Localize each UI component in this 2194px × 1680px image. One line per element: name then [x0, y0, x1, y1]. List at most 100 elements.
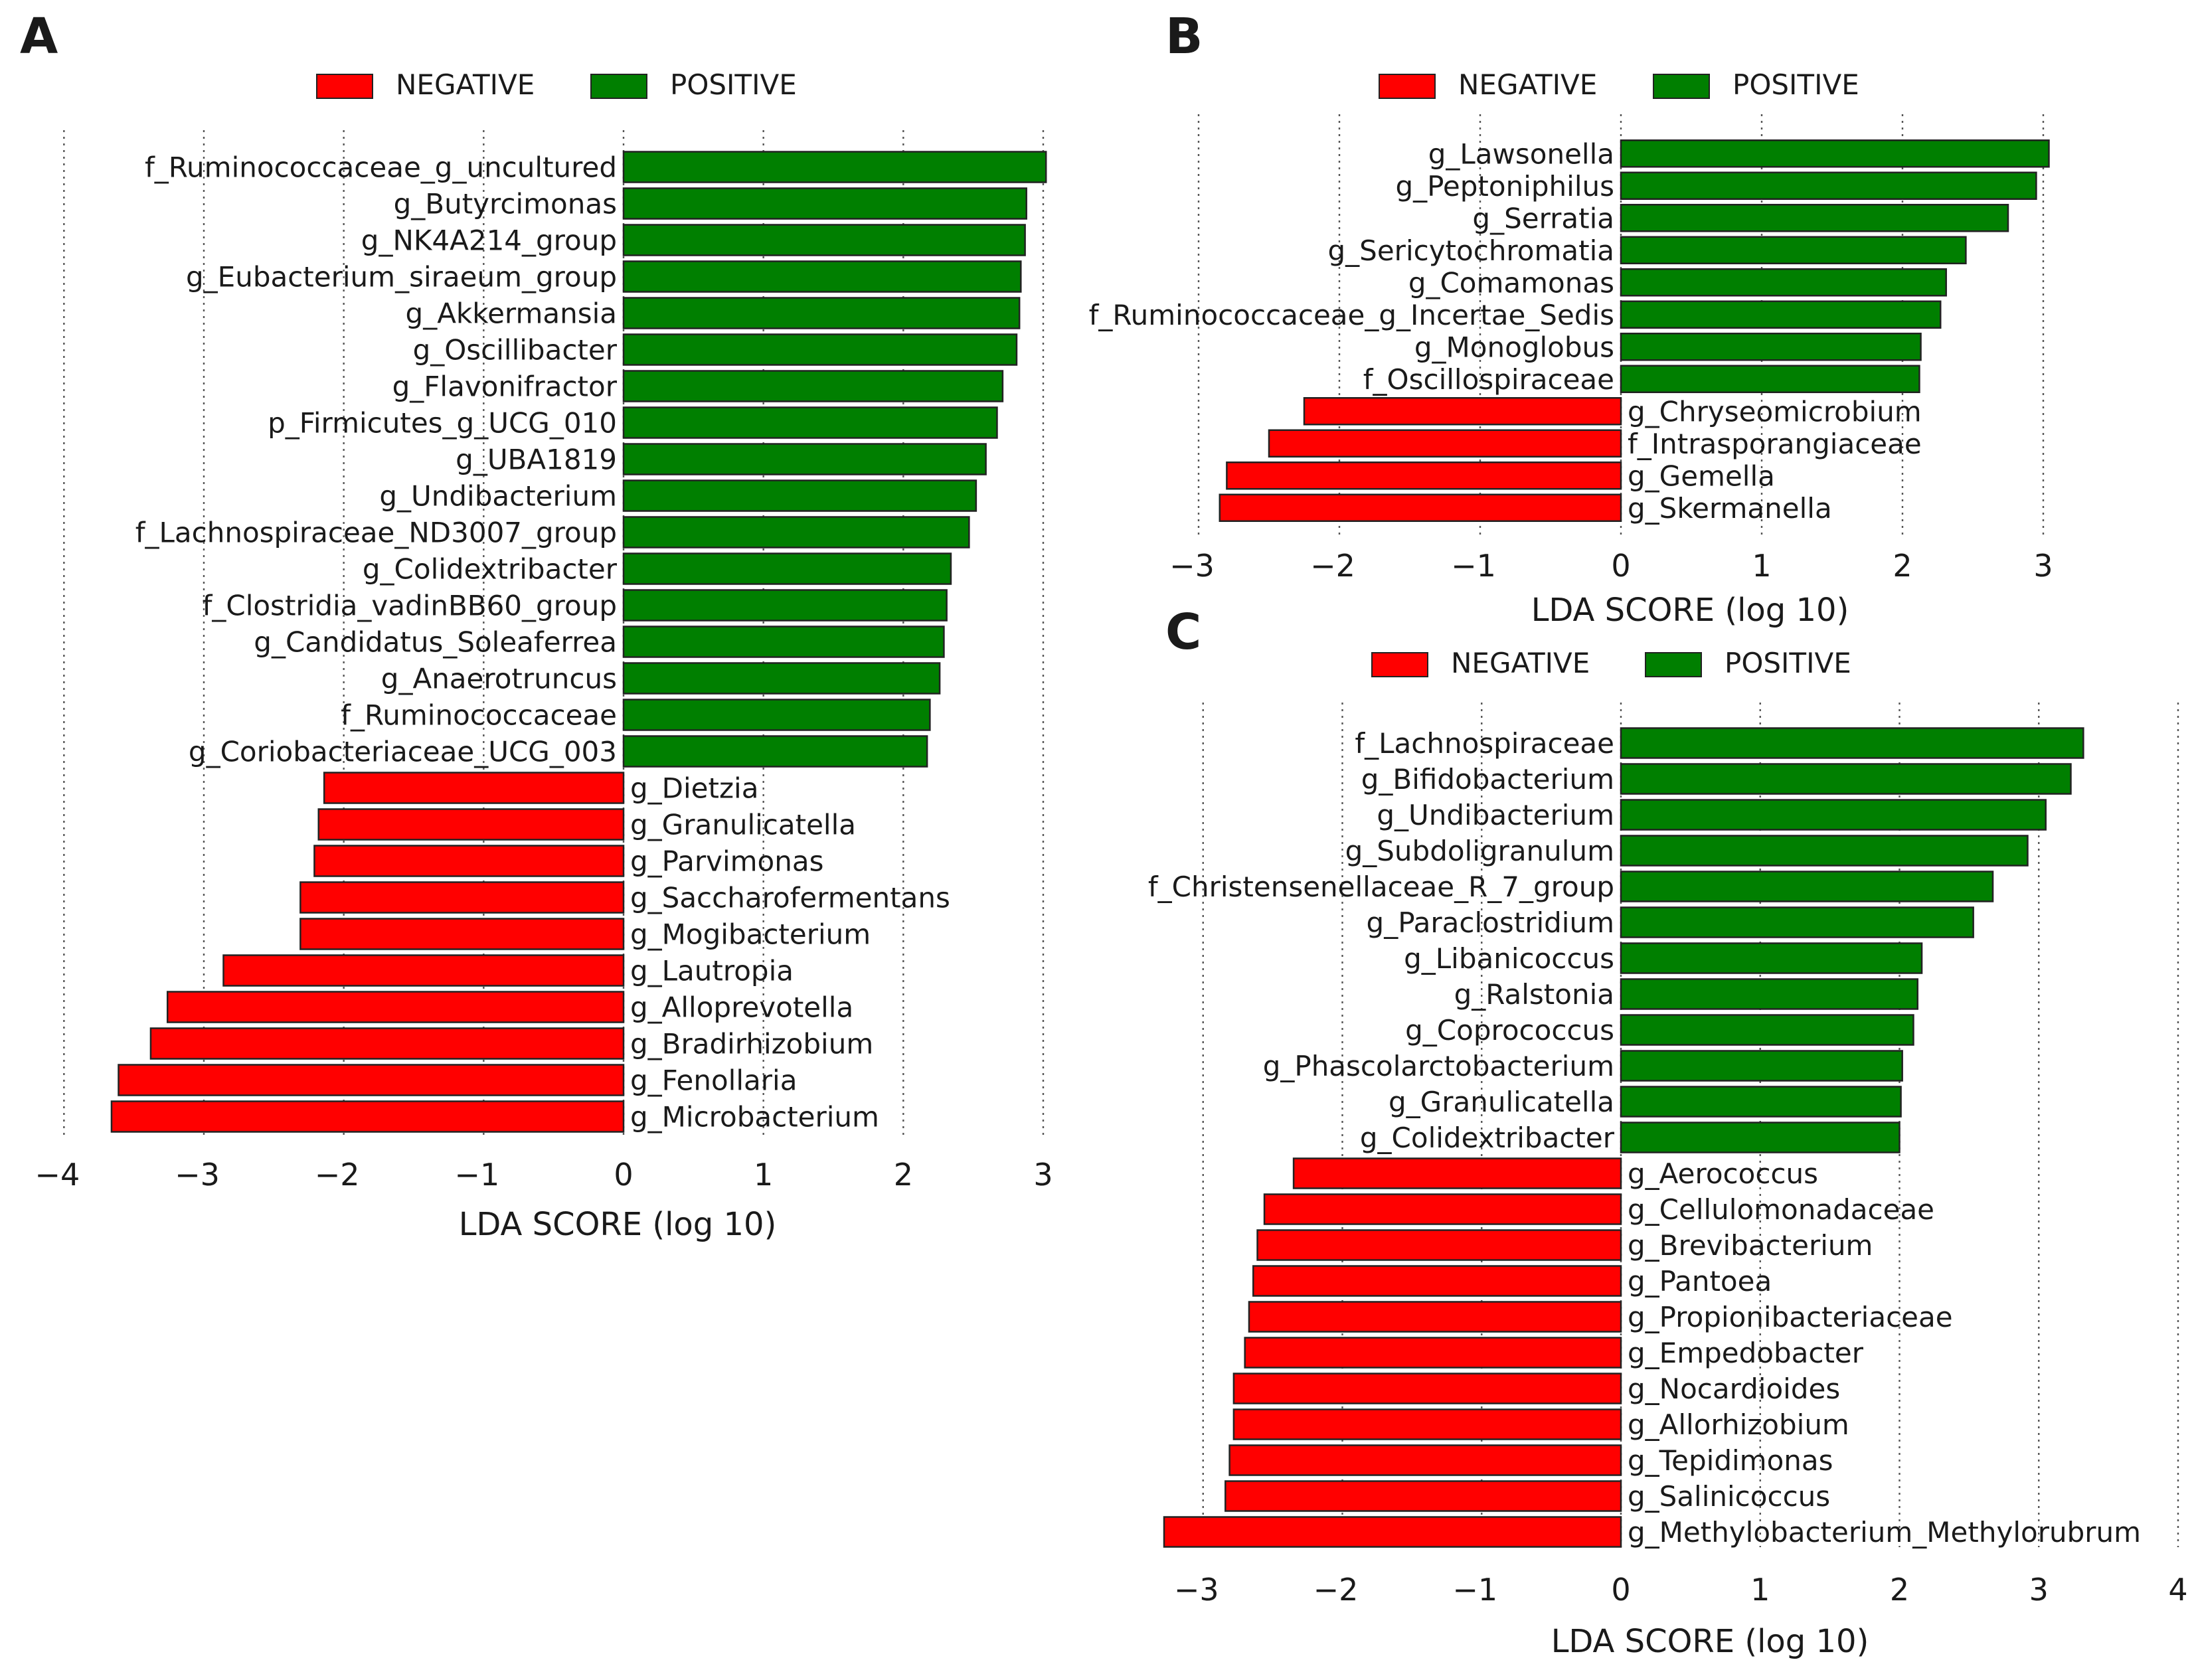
x-tick-label: −3 — [1174, 1572, 1219, 1608]
bar-label: g_Bradirhizobium — [630, 1028, 873, 1060]
bar-label: g_Monoglobus — [1414, 331, 1614, 363]
bar-label: f_Christensenellaceae_R_7_group — [1148, 871, 1614, 903]
bar-label: f_Ruminococcaceae_g_Incertae_Sedis — [1089, 299, 1614, 331]
bar-g-bradirhizobium — [149, 1027, 625, 1060]
bar-label: g_Lautropia — [630, 955, 794, 987]
bar-label: g_Oscillibacter — [413, 334, 618, 367]
legend-swatch-positive — [1645, 652, 1702, 677]
bar-g-butyrcimonas — [622, 187, 1027, 220]
bar-label: g_Brevibacterium — [1628, 1229, 1873, 1262]
bar-label: g_Coprococcus — [1405, 1014, 1614, 1047]
bar-label: f_Lachnospiraceae — [1355, 727, 1614, 760]
legend-label-positive: POSITIVE — [670, 68, 797, 101]
legend-swatch-negative — [1371, 652, 1428, 677]
x-tick-label: −1 — [1452, 1572, 1497, 1608]
bar-g-alloprevotella — [166, 991, 625, 1023]
bar-g-brevibacterium — [1256, 1229, 1622, 1261]
bar-label: g_Cellulomonadaceae — [1628, 1193, 1934, 1226]
bar-g-salinicoccus — [1224, 1480, 1622, 1512]
bar-label: g_Salinicoccus — [1628, 1480, 1830, 1513]
bar-label: g_Propionibacteriaceae — [1628, 1301, 1953, 1333]
bar-label: g_Skermanella — [1628, 492, 1832, 525]
bar-g-gemella — [1226, 462, 1622, 490]
bar-g-methylobacterium-methylorubrum — [1163, 1516, 1622, 1548]
legend-swatch-positive — [590, 74, 647, 99]
bar-g-akkermansia — [622, 297, 1021, 329]
panel-letter: B — [1165, 8, 1203, 65]
bar-g-nocardioides — [1232, 1373, 1622, 1404]
bar-g-skermanella — [1219, 493, 1622, 522]
bars: f_Lachnospiraceaeg_Bifidobacteriumg_Undi… — [1148, 727, 2141, 1549]
bar-f-clostridia-vadinbb60-group — [622, 589, 948, 622]
bar-g-undibacterium — [622, 479, 977, 512]
x-tick-label: 3 — [2033, 548, 2053, 584]
bar-label: g_Tepidimonas — [1628, 1444, 1833, 1477]
x-tick-label: 2 — [1890, 1572, 1909, 1608]
bar-label: g_Eubacterium_siraeum_group — [186, 261, 617, 294]
bar-label: g_Lawsonella — [1428, 137, 1614, 170]
x-tick-label: −2 — [1313, 1572, 1359, 1608]
bar-g-aerococcus — [1292, 1157, 1622, 1189]
bar-label: g_Alloprevotella — [630, 991, 853, 1024]
x-tick-label: −3 — [175, 1157, 220, 1193]
bar-label: g_Dietzia — [630, 772, 758, 805]
bar-g-peptoniphilus — [1620, 171, 2037, 200]
legend-label-positive: POSITIVE — [1725, 647, 1851, 679]
bar-g-anaerotruncus — [622, 662, 941, 695]
bar-g-coprococcus — [1620, 1014, 1914, 1046]
bar-label: g_Aerococcus — [1628, 1157, 1818, 1190]
bar-label: g_Bifidobacterium — [1361, 763, 1614, 796]
bar-label: g_Mogibacterium — [630, 918, 871, 951]
bar-g-empedobacter — [1244, 1337, 1622, 1369]
bar-label: f_Clostridia_vadinBB60_group — [203, 590, 617, 622]
x-tick-labels: −4 −3 −2 −1 0 1 2 3 — [35, 1157, 1053, 1193]
bar-g-tepidimonas — [1228, 1444, 1622, 1476]
x-tick-label: −4 — [35, 1157, 80, 1193]
x-axis-title: LDA SCORE (log 10) — [459, 1206, 777, 1243]
bar-label: g_Saccharofermentans — [630, 882, 950, 914]
bar-label: g_Empedobacter — [1628, 1337, 1864, 1369]
bar-f-ruminococcaceae-g-uncultured — [622, 151, 1047, 183]
bar-f-ruminococcaceae-g-incertae-sedis — [1620, 300, 1942, 329]
bar-label: g_Comamonas — [1408, 266, 1614, 299]
bar-g-eubacterium-siraeum-group — [622, 260, 1022, 293]
x-tick-label: 2 — [1893, 548, 1912, 584]
bar-f-lachnospiraceae — [1620, 727, 2084, 759]
x-tick-label: −1 — [454, 1157, 499, 1193]
bar-f-intrasporangiaceae — [1268, 429, 1622, 458]
bar-label: g_Serratia — [1472, 202, 1614, 234]
x-tick-label: 3 — [2029, 1572, 2049, 1608]
x-tick-labels: −3 −2 −1 0 1 2 3 — [1169, 548, 2053, 584]
bar-g-uba1819 — [622, 443, 987, 475]
bar-label: g_Nocardioides — [1628, 1373, 1840, 1405]
bar-p-firmicutes-g-ucg-010 — [622, 406, 998, 439]
bar-label: g_Candidatus_Soleaferrea — [254, 626, 617, 659]
x-tick-label: −1 — [1451, 548, 1496, 584]
bar-label: g_Microbacterium — [630, 1101, 879, 1134]
x-tick-label: 1 — [1750, 1572, 1770, 1608]
bar-label: g_Chryseomicrobium — [1628, 395, 1922, 428]
bar-label: g_Akkermansia — [406, 297, 617, 330]
bar-label: g_Granulicatella — [630, 809, 856, 841]
legend-swatch-negative — [316, 74, 373, 99]
x-tick-label: −2 — [1310, 548, 1355, 584]
bar-g-pantoea — [1252, 1265, 1622, 1297]
x-tick-label: 1 — [754, 1157, 773, 1193]
bar-g-monoglobus — [1620, 333, 1922, 361]
bar-g-libanicoccus — [1620, 942, 1923, 974]
bar-label: g_Butyrcimonas — [394, 188, 617, 220]
bar-label: f_Intrasporangiaceae — [1628, 428, 1922, 460]
bar-g-serratia — [1620, 204, 2009, 232]
bar-g-subdoligranulum — [1620, 835, 2029, 867]
bar-label: g_Allorhizobium — [1628, 1408, 1849, 1441]
bar-g-fenollaria — [118, 1064, 625, 1096]
bar-label: f_Oscillospiraceae — [1363, 363, 1614, 396]
bar-g-propionibacteriaceae — [1248, 1301, 1622, 1333]
bar-label: f_Ruminococcaceae — [341, 699, 617, 732]
bar-label: g_Fenollaria — [630, 1064, 797, 1097]
legend: NEGATIVE POSITIVE — [1371, 647, 1851, 679]
legend-label-negative: NEGATIVE — [396, 68, 535, 101]
bar-label: f_Ruminococcaceae_g_uncultured — [145, 151, 617, 184]
x-axis-title: LDA SCORE (log 10) — [1531, 592, 1849, 629]
